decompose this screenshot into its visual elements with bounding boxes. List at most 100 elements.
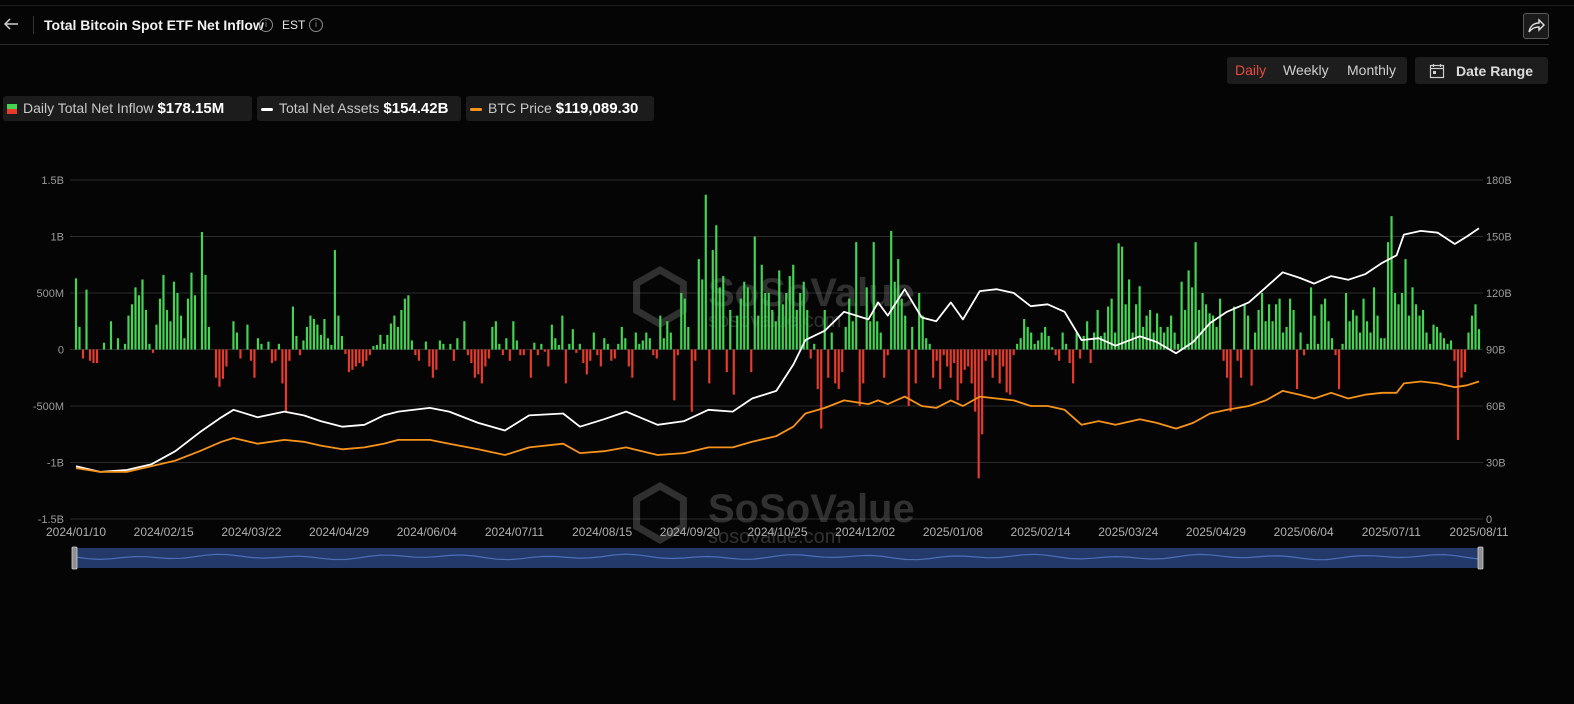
inflow-bar — [438, 340, 441, 350]
inflow-bar — [410, 340, 413, 350]
share-button[interactable] — [1523, 13, 1549, 39]
range-navigator[interactable] — [71, 546, 1484, 570]
inflow-bar — [795, 309, 798, 350]
inflow-bar — [1121, 246, 1124, 350]
inflow-bar — [1467, 332, 1470, 350]
inflow-bar — [144, 309, 148, 350]
y-right-tick-label: 60B — [1486, 401, 1506, 413]
watermark-brand: SoSoValue — [708, 271, 915, 315]
inflow-bar — [379, 334, 382, 350]
inflow-bar — [1281, 332, 1285, 350]
inflow-bar — [687, 326, 690, 350]
inflow-bar — [165, 309, 169, 350]
inflow-bar — [834, 349, 837, 384]
inflow-bar — [375, 344, 378, 350]
inflow-bar — [305, 326, 308, 350]
x-tick-label: 2024/03/22 — [221, 525, 281, 539]
inflow-bar — [1124, 304, 1127, 350]
inflow-bar — [81, 349, 85, 359]
inflow-bar — [1327, 321, 1330, 350]
inflow-bar — [599, 349, 602, 367]
navigator-left-handle[interactable] — [71, 546, 78, 570]
inflow-bar — [830, 332, 833, 350]
y-left-tick-label: 0 — [58, 345, 64, 357]
title-info-icon[interactable]: i — [259, 18, 273, 32]
period-monthly-button[interactable]: Monthly — [1347, 62, 1397, 78]
legend-btc[interactable]: BTC Price $119,089.30 — [466, 96, 654, 121]
inflow-bar — [820, 349, 823, 429]
inflow-bar — [683, 298, 686, 350]
inflow-bar — [109, 321, 113, 350]
inflow-bar — [127, 315, 130, 350]
legend-btc-label: BTC Price — [488, 100, 552, 116]
inflow-bar — [592, 332, 595, 350]
inflow-bar — [907, 349, 910, 406]
inflow-bar — [463, 321, 466, 350]
inflow-bar — [396, 326, 399, 350]
inflow-bar — [288, 349, 291, 361]
inflow-bar — [935, 349, 938, 361]
inflow-bar — [746, 287, 749, 350]
inflow-bar — [214, 349, 218, 378]
inflow-bar — [939, 349, 942, 390]
inflow-bar — [613, 349, 616, 359]
inflow-bar — [984, 349, 987, 361]
inflow-bar — [1054, 349, 1057, 356]
inflow-bar — [862, 349, 865, 384]
inflow-bar — [1114, 332, 1117, 350]
inflow-bar — [498, 343, 501, 350]
legend-assets[interactable]: Total Net Assets $154.42B — [257, 96, 461, 121]
legend-inflow[interactable]: Daily Total Net Inflow $178.15M — [3, 96, 252, 121]
inflow-bar — [603, 338, 606, 350]
inflow-bar — [316, 324, 319, 350]
inflow-bar — [1372, 287, 1376, 350]
inflow-bar — [904, 315, 907, 350]
inflow-bar — [753, 236, 756, 350]
inflow-bar — [393, 315, 396, 350]
inflow-bar — [1330, 338, 1334, 350]
inflow-bar — [221, 349, 225, 379]
inflow-bar — [1016, 343, 1019, 350]
inflow-bar — [368, 349, 371, 356]
inflow-bar — [1079, 349, 1082, 359]
inflow-bar — [1446, 343, 1449, 350]
inflow-bar — [1453, 349, 1456, 361]
x-tick-label: 2024/12/02 — [835, 525, 895, 539]
date-range-button[interactable]: Date Range — [1415, 57, 1548, 84]
period-weekly-button[interactable]: Weekly — [1283, 62, 1329, 78]
inflow-bar — [1285, 326, 1288, 350]
inflow-bar — [1033, 343, 1036, 350]
inflow-bar — [1194, 242, 1197, 350]
inflow-bar — [274, 349, 277, 361]
inflow-bar — [844, 326, 847, 350]
inflow-bar — [792, 264, 795, 350]
inflow-bar — [886, 349, 889, 356]
inflow-bar — [1100, 335, 1103, 350]
legend-assets-value: $154.42B — [383, 100, 449, 117]
inflow-bar — [1226, 349, 1229, 378]
period-toggle: Daily Weekly Monthly — [1227, 57, 1407, 84]
inflow-bar — [694, 349, 697, 361]
inflow-bar — [1477, 329, 1481, 350]
inflow-bar — [1110, 298, 1113, 350]
inflow-bar — [697, 259, 700, 350]
inflow-bar — [855, 242, 858, 350]
inflow-bar — [1271, 321, 1274, 350]
inflow-bar — [407, 295, 410, 350]
period-daily-button[interactable]: Daily — [1235, 62, 1267, 78]
inflow-bar — [277, 343, 281, 350]
inflow-bar — [218, 349, 221, 387]
navigator-track — [76, 548, 1479, 568]
inflow-bar — [809, 349, 812, 359]
inflow-bar — [491, 326, 494, 350]
inflow-bar — [781, 304, 784, 350]
inflow-bar — [151, 349, 155, 353]
inflow-bar — [596, 349, 599, 356]
inflow-bar — [1145, 315, 1148, 350]
timezone-info-icon[interactable]: i — [309, 18, 323, 32]
navigator-right-handle[interactable] — [1477, 546, 1484, 570]
inflow-bar — [330, 344, 333, 350]
back-arrow-icon[interactable] — [2, 14, 20, 34]
inflow-bar — [1456, 349, 1460, 440]
